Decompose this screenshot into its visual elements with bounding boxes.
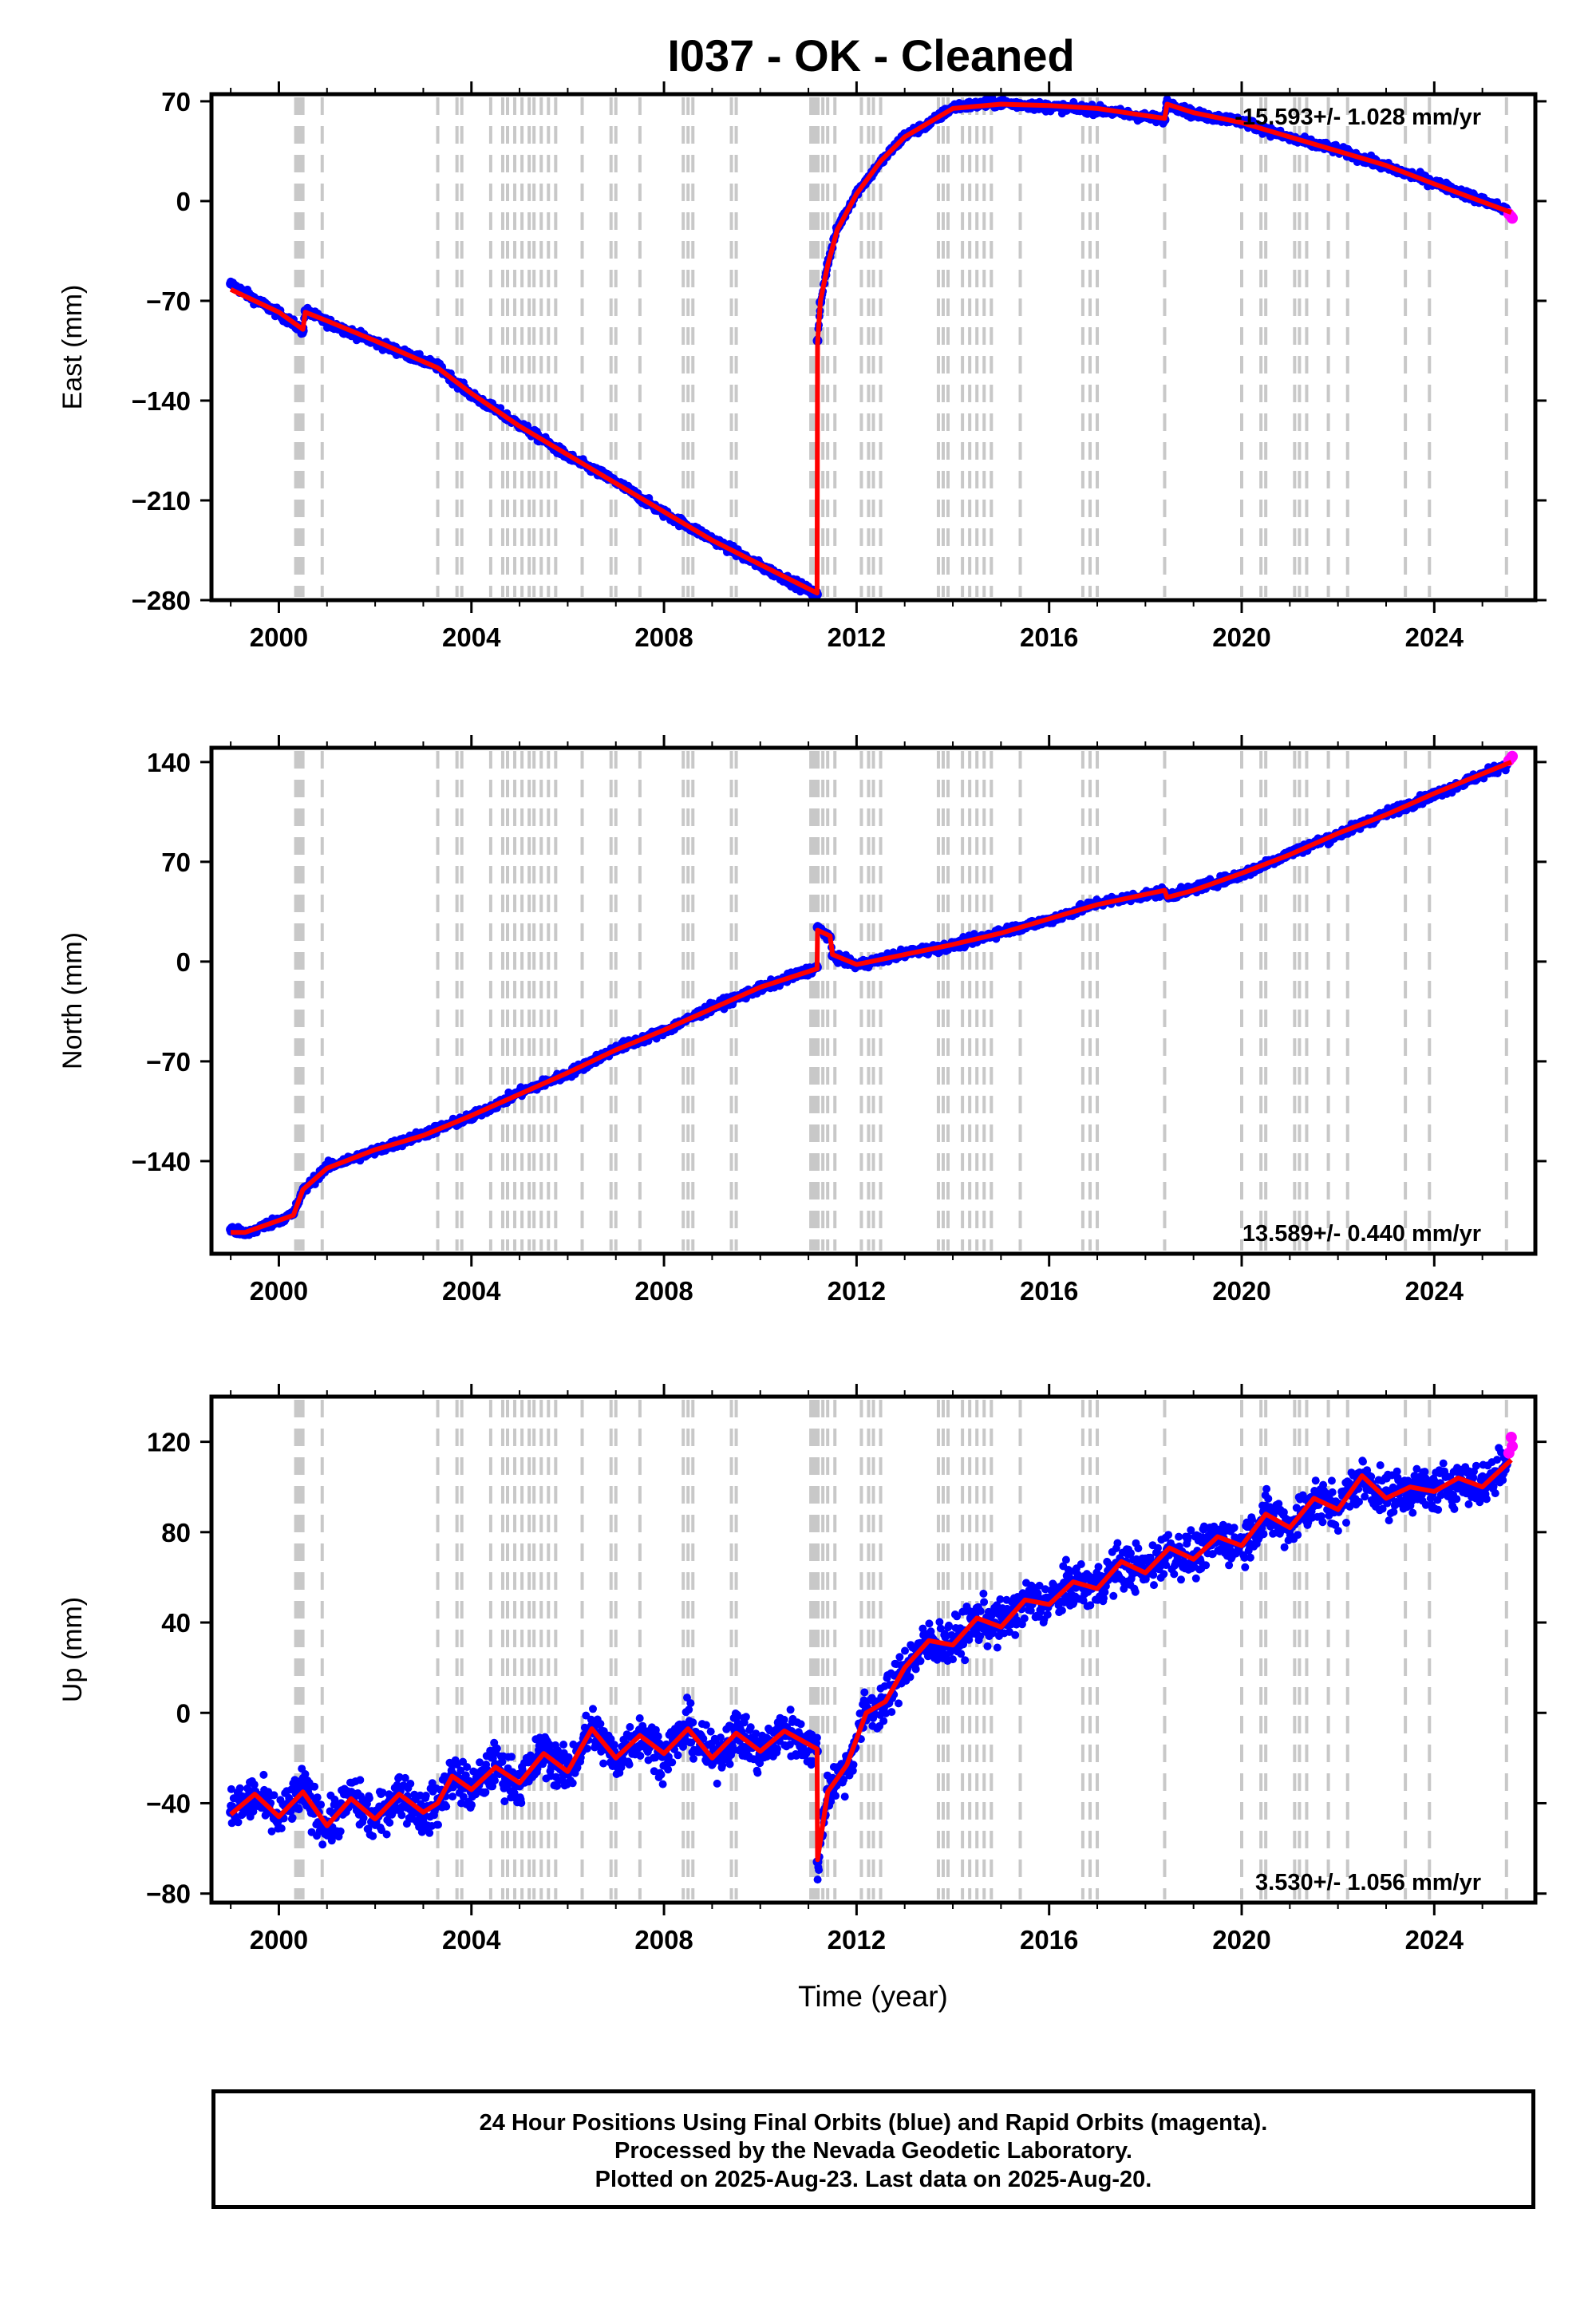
rapid-point	[1507, 212, 1519, 224]
x-tick-label: 2016	[1020, 1276, 1078, 1306]
x-tick-label: 2000	[250, 1276, 308, 1306]
data-point	[250, 1780, 259, 1789]
data-point	[270, 1791, 279, 1800]
data-point	[235, 1784, 244, 1792]
panel-north: 140 70 0 −70 −140 2000 2004 2008 2012 2016 2020 202…	[57, 735, 1547, 1306]
x-tick-label: 2024	[1405, 622, 1464, 652]
data-point	[259, 1770, 268, 1779]
rate-label: 13.589+/- 0.440 mm/yr	[1242, 1221, 1481, 1247]
event-lines	[294, 751, 1508, 1251]
y-tick-label: −140	[132, 386, 191, 416]
panel-east: 70 0 −70 −140 −210 −280 2000 2004 2008 2012 2016 20…	[57, 81, 1547, 652]
y-tick-label: −280	[132, 586, 191, 615]
y-axis-label: East (mm)	[57, 285, 88, 410]
y-axis-label: North (mm)	[57, 932, 88, 1069]
y-tick-label: 140	[147, 748, 191, 777]
model-line	[229, 101, 1512, 596]
data-point	[234, 1818, 243, 1827]
x-tick-label: 2020	[1212, 1276, 1270, 1306]
x-tick-label: 2012	[828, 622, 886, 652]
event-lines	[294, 1400, 1508, 1899]
x-tick-label: 2016	[1020, 622, 1078, 652]
y-tick-label: −210	[132, 486, 191, 516]
y-tick-label: 0	[176, 187, 191, 216]
data-point	[288, 1813, 297, 1822]
event-lines	[294, 97, 1508, 597]
x-tick-label: 2020	[1212, 622, 1270, 652]
x-tick-label: 2004	[442, 622, 501, 652]
y-tick-label: 0	[176, 947, 191, 977]
x-tick-label: 2024	[1405, 1276, 1464, 1306]
x-tick-label: 2000	[250, 622, 308, 652]
x-tick-label: 2008	[634, 622, 693, 652]
final-orbit-points	[226, 93, 1511, 599]
y-tick-label: 70	[161, 848, 191, 877]
x-tick-label: 2008	[634, 1276, 693, 1306]
y-tick-label: 70	[161, 87, 191, 117]
y-tick-label: −140	[132, 1147, 191, 1176]
data-point	[277, 1824, 286, 1832]
x-tick-label: 2012	[828, 1276, 886, 1306]
y-tick-label: −70	[146, 1047, 191, 1077]
rate-label: -15.593+/- 1.028 mm/yr	[1235, 105, 1481, 130]
chart-title: I037 - OK - Cleaned	[667, 30, 1075, 81]
data-point	[226, 279, 236, 289]
rapid-point	[1507, 750, 1519, 762]
y-tick-label: −70	[146, 287, 191, 316]
model-line	[231, 760, 1512, 1235]
x-tick-label: 2004	[442, 1276, 501, 1306]
